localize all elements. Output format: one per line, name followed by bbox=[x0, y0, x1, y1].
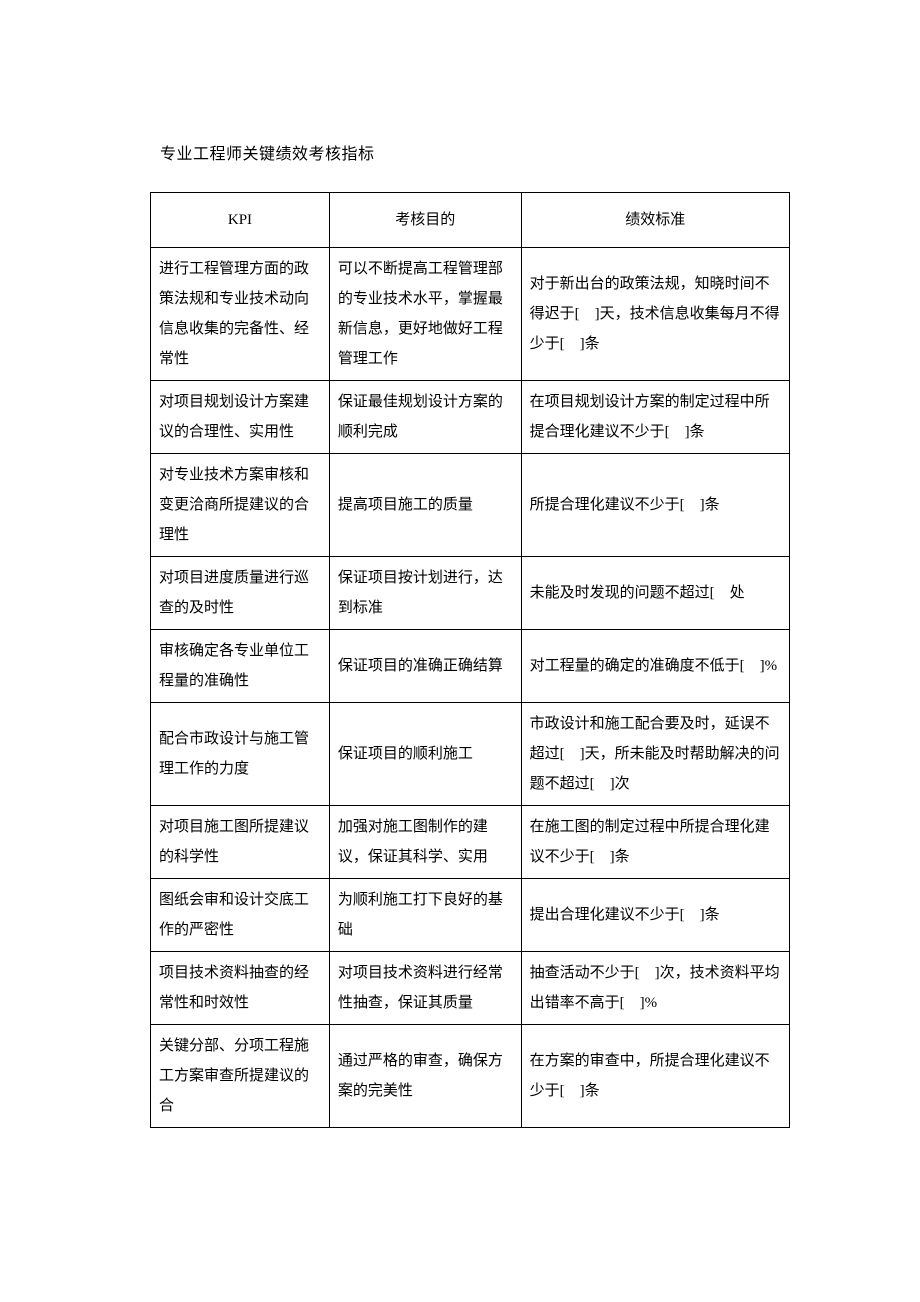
cell-kpi: 对项目规划设计方案建议的合理性、实用性 bbox=[151, 381, 330, 454]
table-row: 对专业技术方案审核和变更洽商所提建议的合理性提高项目施工的质量所提合理化建议不少… bbox=[151, 454, 790, 557]
cell-kpi: 对专业技术方案审核和变更洽商所提建议的合理性 bbox=[151, 454, 330, 557]
cell-standard: 所提合理化建议不少于[ ]条 bbox=[521, 454, 789, 557]
table-header-row: KPI 考核目的 绩效标准 bbox=[151, 193, 790, 248]
table-row: 关键分部、分项工程施工方案审查所提建议的合通过严格的审查，确保方案的完美性在方案… bbox=[151, 1025, 790, 1128]
table-body: 进行工程管理方面的政策法规和专业技术动向信息收集的完备性、经常性可以不断提高工程… bbox=[151, 248, 790, 1128]
document-title: 专业工程师关键绩效考核指标 bbox=[160, 140, 790, 164]
table-row: 对项目进度质量进行巡查的及时性保证项目按计划进行，达到标准未能及时发现的问题不超… bbox=[151, 557, 790, 630]
cell-standard: 在施工图的制定过程中所提合理化建议不少于[ ]条 bbox=[521, 806, 789, 879]
cell-purpose: 保证项目的顺利施工 bbox=[329, 703, 521, 806]
cell-standard: 对于新出台的政策法规，知晓时间不得迟于[ ]天，技术信息收集每月不得少于[ ]条 bbox=[521, 248, 789, 381]
table-row: 进行工程管理方面的政策法规和专业技术动向信息收集的完备性、经常性可以不断提高工程… bbox=[151, 248, 790, 381]
table-row: 审核确定各专业单位工程量的准确性保证项目的准确正确结算对工程量的确定的准确度不低… bbox=[151, 630, 790, 703]
cell-standard: 对工程量的确定的准确度不低于[ ]% bbox=[521, 630, 789, 703]
cell-kpi: 图纸会审和设计交底工作的严密性 bbox=[151, 879, 330, 952]
table-row: 配合市政设计与施工管理工作的力度保证项目的顺利施工市政设计和施工配合要及时，延误… bbox=[151, 703, 790, 806]
cell-kpi: 配合市政设计与施工管理工作的力度 bbox=[151, 703, 330, 806]
cell-kpi: 对项目施工图所提建议的科学性 bbox=[151, 806, 330, 879]
table-row: 图纸会审和设计交底工作的严密性为顺利施工打下良好的基础提出合理化建议不少于[ ]… bbox=[151, 879, 790, 952]
cell-kpi: 关键分部、分项工程施工方案审查所提建议的合 bbox=[151, 1025, 330, 1128]
col-header-kpi: KPI bbox=[151, 193, 330, 248]
cell-standard: 提出合理化建议不少于[ ]条 bbox=[521, 879, 789, 952]
col-header-purpose: 考核目的 bbox=[329, 193, 521, 248]
cell-kpi: 进行工程管理方面的政策法规和专业技术动向信息收集的完备性、经常性 bbox=[151, 248, 330, 381]
cell-kpi: 项目技术资料抽查的经常性和时效性 bbox=[151, 952, 330, 1025]
cell-purpose: 为顺利施工打下良好的基础 bbox=[329, 879, 521, 952]
cell-standard: 抽查活动不少于[ ]次，技术资料平均出错率不高于[ ]% bbox=[521, 952, 789, 1025]
cell-standard: 市政设计和施工配合要及时，延误不超过[ ]天，所未能及时帮助解决的问题不超过[ … bbox=[521, 703, 789, 806]
table-row: 项目技术资料抽查的经常性和时效性对项目技术资料进行经常性抽查，保证其质量抽查活动… bbox=[151, 952, 790, 1025]
cell-purpose: 保证最佳规划设计方案的顺利完成 bbox=[329, 381, 521, 454]
cell-standard: 未能及时发现的问题不超过[ 处 bbox=[521, 557, 789, 630]
cell-standard: 在项目规划设计方案的制定过程中所提合理化建议不少于[ ]条 bbox=[521, 381, 789, 454]
cell-kpi: 对项目进度质量进行巡查的及时性 bbox=[151, 557, 330, 630]
cell-kpi: 审核确定各专业单位工程量的准确性 bbox=[151, 630, 330, 703]
cell-purpose: 加强对施工图制作的建议，保证其科学、实用 bbox=[329, 806, 521, 879]
cell-standard: 在方案的审查中，所提合理化建议不少于[ ]条 bbox=[521, 1025, 789, 1128]
document-page: 专业工程师关键绩效考核指标 KPI 考核目的 绩效标准 进行工程管理方面的政策法… bbox=[0, 0, 920, 1302]
cell-purpose: 对项目技术资料进行经常性抽查，保证其质量 bbox=[329, 952, 521, 1025]
cell-purpose: 提高项目施工的质量 bbox=[329, 454, 521, 557]
table-row: 对项目施工图所提建议的科学性加强对施工图制作的建议，保证其科学、实用在施工图的制… bbox=[151, 806, 790, 879]
cell-purpose: 保证项目按计划进行，达到标准 bbox=[329, 557, 521, 630]
col-header-standard: 绩效标准 bbox=[521, 193, 789, 248]
kpi-table: KPI 考核目的 绩效标准 进行工程管理方面的政策法规和专业技术动向信息收集的完… bbox=[150, 192, 790, 1128]
cell-purpose: 通过严格的审查，确保方案的完美性 bbox=[329, 1025, 521, 1128]
cell-purpose: 保证项目的准确正确结算 bbox=[329, 630, 521, 703]
cell-purpose: 可以不断提高工程管理部的专业技术水平，掌握最新信息，更好地做好工程管理工作 bbox=[329, 248, 521, 381]
table-row: 对项目规划设计方案建议的合理性、实用性保证最佳规划设计方案的顺利完成在项目规划设… bbox=[151, 381, 790, 454]
